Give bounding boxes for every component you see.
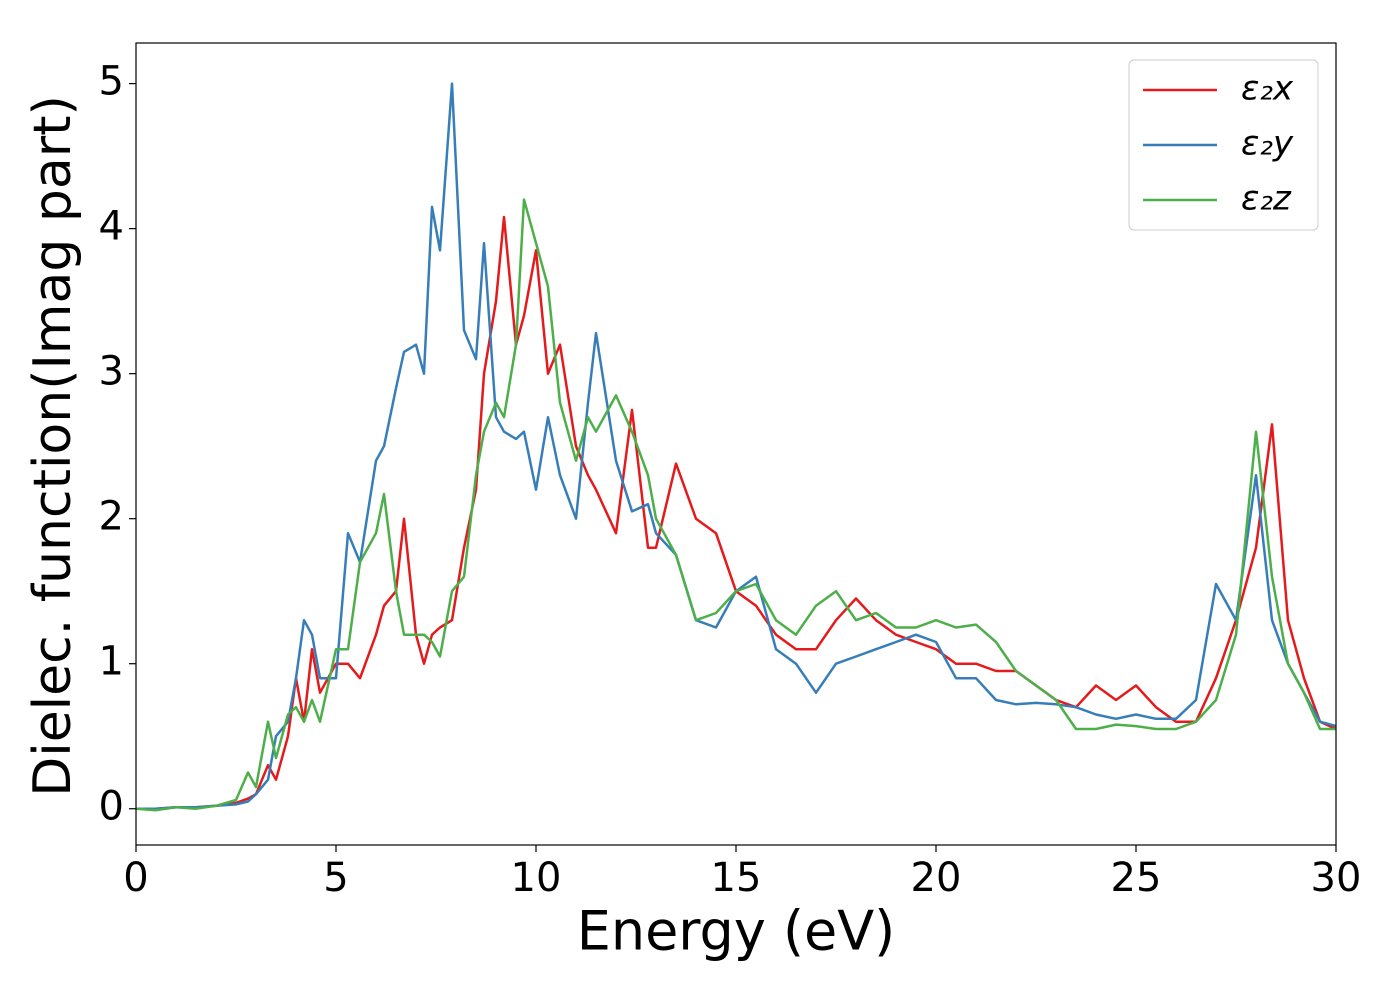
series-line [136, 198, 1336, 812]
x-axis-label: Energy (eV) [577, 900, 896, 963]
plot-frame [135, 42, 1337, 846]
series-line [136, 82, 1336, 810]
series-line [136, 215, 1336, 810]
legend-label: ε₂y [1241, 124, 1294, 164]
x-tick-label: 15 [711, 855, 762, 901]
x-tick-label: 20 [911, 855, 962, 901]
y-axis-label: Dielec. function(Imag part) [23, 95, 83, 797]
legend-label: ε₂z [1241, 179, 1292, 219]
y-tick-label: 1 [99, 639, 124, 685]
y-tick-label: 2 [99, 494, 124, 540]
y-tick-label: 3 [99, 349, 124, 395]
y-tick-label: 5 [99, 59, 124, 105]
x-tick-label: 10 [511, 855, 562, 901]
x-tick-label: 5 [323, 855, 348, 901]
legend-label: ε₂x [1241, 69, 1294, 109]
y-tick-label: 0 [99, 784, 124, 830]
x-tick-label: 0 [123, 855, 148, 901]
legend-box [1128, 59, 1319, 231]
x-tick-label: 30 [1311, 855, 1362, 901]
x-tick-label: 25 [1111, 855, 1162, 901]
y-tick-label: 4 [99, 204, 124, 250]
